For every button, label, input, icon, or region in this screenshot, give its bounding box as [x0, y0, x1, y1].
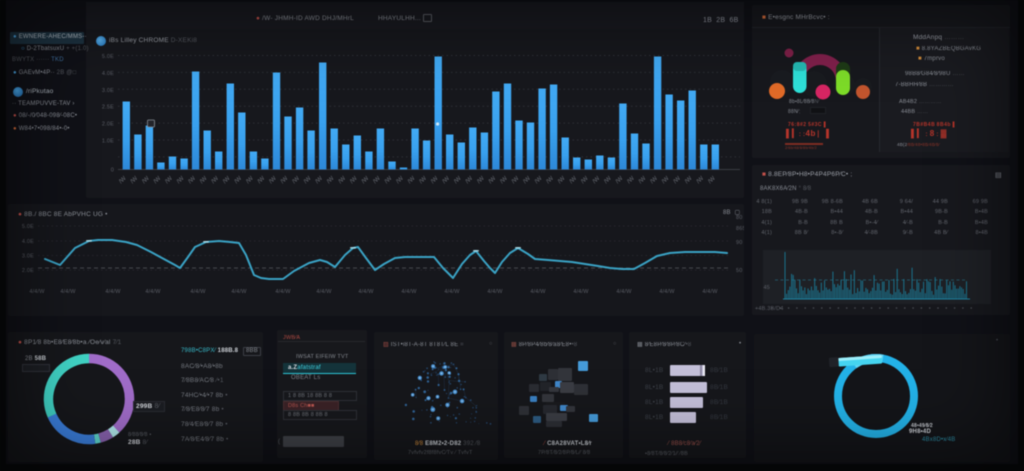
- svg-text:1.0E: 1.0E: [102, 139, 114, 145]
- svg-text:/W: /W: [499, 175, 509, 185]
- svg-text:/W: /W: [419, 175, 429, 185]
- svg-text:/W: /W: [164, 175, 174, 185]
- svg-text:/W: /W: [407, 175, 417, 185]
- svg-text:/W: /W: [696, 175, 706, 185]
- svg-text:/W: /W: [118, 175, 128, 185]
- svg-text:/W: /W: [153, 175, 163, 185]
- svg-text:/W: /W: [534, 175, 544, 185]
- svg-text:/W: /W: [372, 175, 382, 185]
- svg-text:0: 0: [111, 168, 114, 174]
- svg-text:/W: /W: [569, 175, 579, 185]
- svg-text:4.0E: 4.0E: [22, 239, 34, 245]
- svg-text:/W: /W: [268, 175, 278, 185]
- svg-text:/W: /W: [546, 175, 556, 185]
- svg-text:4/4/W: 4/4/W: [190, 289, 206, 295]
- svg-text:/W: /W: [592, 175, 602, 185]
- svg-text:/W: /W: [211, 175, 221, 185]
- svg-text:/W: /W: [453, 175, 463, 185]
- svg-text:865: 865: [736, 226, 744, 232]
- svg-text:/W: /W: [257, 175, 267, 185]
- svg-text:/W: /W: [245, 175, 255, 185]
- svg-text:/W: /W: [603, 175, 613, 185]
- svg-text:/W: /W: [511, 175, 521, 185]
- svg-text:4/4/W: 4/4/W: [316, 289, 332, 295]
- svg-text:/W: /W: [442, 175, 452, 185]
- svg-text:/W: /W: [476, 175, 486, 185]
- svg-text:/W: /W: [141, 175, 151, 185]
- svg-text:4/4/W: 4/4/W: [145, 289, 161, 295]
- svg-text:/W: /W: [580, 175, 590, 185]
- svg-text:/W: /W: [326, 175, 336, 185]
- svg-text:4/4/W: 4/4/W: [60, 289, 76, 295]
- svg-text:/W: /W: [522, 175, 532, 185]
- svg-text:3.0E: 3.0E: [102, 88, 114, 94]
- svg-text:90: 90: [736, 240, 743, 246]
- svg-text:/W: /W: [465, 175, 475, 185]
- svg-text:/W: /W: [384, 175, 394, 185]
- svg-text:/W: /W: [280, 175, 290, 185]
- svg-text:4.0E: 4.0E: [102, 71, 114, 77]
- svg-text:45: 45: [763, 285, 770, 291]
- svg-text:/W: /W: [615, 175, 625, 185]
- svg-text:2.5E: 2.5E: [102, 105, 114, 111]
- svg-text:+4B.3B/D4: +4B.3B/D4: [755, 306, 784, 312]
- svg-text:2.0E: 2.0E: [22, 268, 34, 274]
- svg-text:80: 80: [736, 215, 743, 221]
- svg-text:/W: /W: [430, 175, 440, 185]
- svg-text:4/4/W: 4/4/W: [487, 289, 503, 295]
- svg-text:/W: /W: [234, 175, 244, 185]
- svg-text:3.0E: 3.0E: [22, 254, 34, 260]
- svg-text:/W: /W: [684, 175, 694, 185]
- svg-text:/W: /W: [661, 175, 671, 185]
- svg-text:2.0E: 2.0E: [102, 122, 114, 128]
- svg-text:4/4/W: 4/4/W: [659, 289, 675, 295]
- svg-text:/W: /W: [626, 175, 636, 185]
- svg-text:4/4/W: 4/4/W: [616, 289, 632, 295]
- svg-text:/W: /W: [292, 175, 302, 185]
- svg-text:4/4/W: 4/4/W: [401, 289, 417, 295]
- svg-text:/W: /W: [338, 175, 348, 185]
- svg-text:4/4/W: 4/4/W: [573, 289, 589, 295]
- svg-text:4/4/W: 4/4/W: [105, 289, 121, 295]
- svg-text:/W: /W: [188, 175, 198, 185]
- svg-text:/W: /W: [176, 175, 186, 185]
- svg-text:4/4/W: 4/4/W: [275, 289, 291, 295]
- svg-text:5.0E: 5.0E: [102, 54, 114, 60]
- svg-text:/W: /W: [395, 175, 405, 185]
- svg-text:/W: /W: [707, 175, 717, 185]
- svg-text:/W: /W: [303, 175, 313, 185]
- svg-text:/W: /W: [349, 175, 359, 185]
- svg-text:/W: /W: [361, 175, 371, 185]
- svg-text:/W: /W: [673, 175, 683, 185]
- svg-text:/W: /W: [557, 175, 567, 185]
- svg-text:5.0E: 5.0E: [22, 224, 34, 230]
- svg-text:/W: /W: [650, 175, 660, 185]
- svg-text:4/4/W: 4/4/W: [444, 289, 460, 295]
- svg-text:/W: /W: [638, 175, 648, 185]
- svg-text:4/4/W: 4/4/W: [29, 289, 45, 295]
- svg-text:50: 50: [736, 268, 743, 274]
- svg-text:/W: /W: [222, 175, 232, 185]
- svg-text:4/4/W: 4/4/W: [231, 289, 247, 295]
- svg-text:4/4/W: 4/4/W: [530, 289, 546, 295]
- svg-text:4/4/W: 4/4/W: [358, 289, 374, 295]
- svg-text:4/4/W: 4/4/W: [702, 289, 718, 295]
- svg-text:/W: /W: [315, 175, 325, 185]
- svg-text:/W: /W: [488, 175, 498, 185]
- svg-text:/W: /W: [199, 175, 209, 185]
- svg-text:/W: /W: [130, 175, 140, 185]
